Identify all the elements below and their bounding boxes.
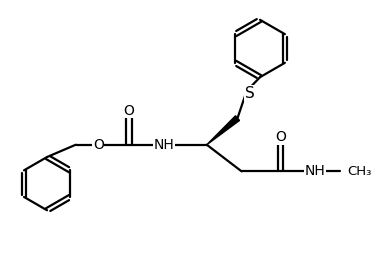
Text: NH: NH [153,138,174,152]
Text: CH₃: CH₃ [347,165,371,178]
Text: NH: NH [305,164,326,178]
Polygon shape [207,116,240,145]
Text: O: O [124,104,135,118]
Text: S: S [245,86,255,101]
Text: O: O [93,138,104,152]
Text: O: O [275,130,286,144]
